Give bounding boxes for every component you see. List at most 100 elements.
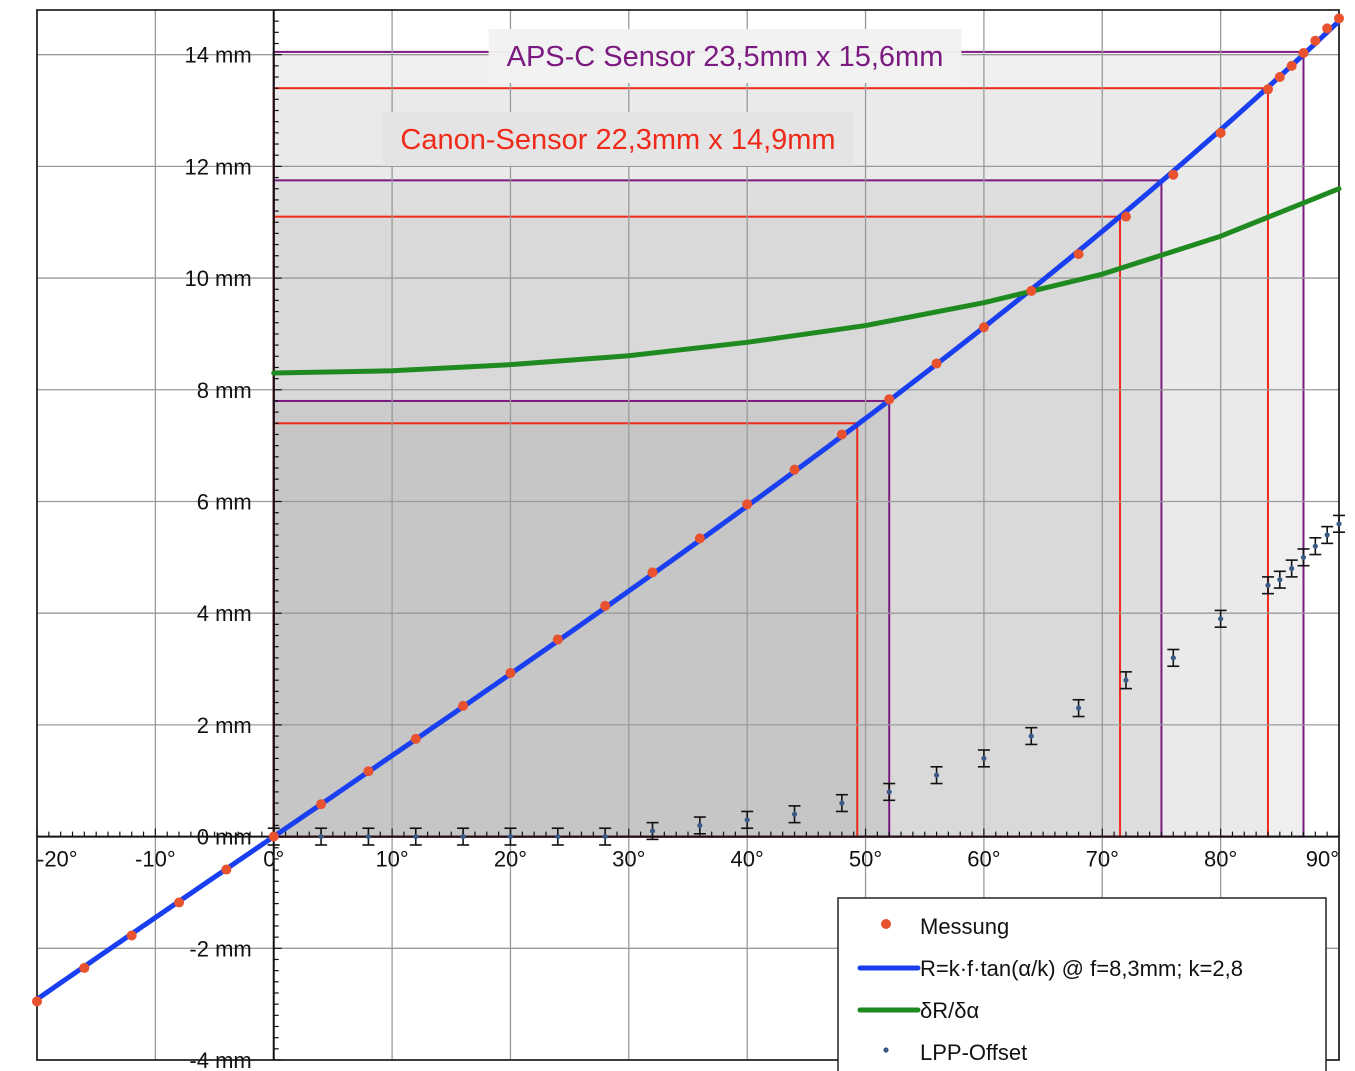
lpp-errorbar-10 [741,810,754,830]
messung-point-5 [268,831,279,842]
messung-point-22 [1073,249,1084,260]
messung-point-16 [789,464,800,475]
y-tick-label-4: 4 mm [197,601,252,626]
x-tick-label-2: 0° [263,847,284,872]
x-tick-label-6: 40° [731,847,764,872]
lpp-errorbar-20 [1214,609,1227,628]
lpp-point-5 [507,833,514,840]
lpp-point-22 [1277,577,1283,583]
series-derivative-line [271,186,1342,376]
lpp-point-19 [1170,655,1176,661]
lpp-point-15 [981,755,987,762]
lpp-point-8 [649,828,656,834]
lpp-point-17 [1076,705,1082,711]
legend-label-0: Messung [920,914,1009,939]
x-tick-label-4: 20° [494,847,527,872]
sensor-banner-bg-1 [382,112,854,166]
y-tick-label-8: 12 mm [184,154,251,179]
messung-point-8 [410,733,421,744]
messung-point-12 [600,600,611,611]
lpp-errorbar-11 [788,805,801,824]
messung-point-20 [978,322,989,333]
messung-point-30 [1310,35,1321,46]
lpp-errorbar-13 [883,782,896,802]
messung-point-31 [1322,23,1333,34]
messung-point-18 [884,394,895,405]
lpp-errorbar-4 [457,827,470,846]
legend-swatch-messung [881,919,891,929]
series [32,13,1345,1007]
x-tick-label-7: 50° [849,847,882,872]
messung-point-15 [742,499,753,510]
messung-point-23 [1120,211,1131,222]
lpp-errorbar-1 [315,827,328,846]
messung-point-14 [694,533,705,544]
lpp-errorbar-8 [646,821,659,841]
lpp-errorbar-3 [409,827,422,846]
lpp-errorbar-15 [977,749,990,768]
messung-point-13 [647,567,658,578]
lpp-errorbar-17 [1072,698,1085,718]
lpp-point-3 [413,833,419,840]
messung-point-3 [174,897,185,908]
messung-point-2 [126,930,137,941]
y-tick-label-2: 0 mm [197,825,252,850]
messung-point-19 [931,358,942,369]
sensor-boxes [272,50,1305,838]
messung-point-10 [505,667,516,678]
lpp-errorbar-21 [1261,576,1274,595]
sensor-banner-label-1: Canon-Sensor 22,3mm x 14,9mm [400,124,835,156]
y-tick-label-3: 2 mm [197,713,252,738]
lpp-point-27 [1336,521,1342,527]
messung-point-29 [1298,48,1309,59]
y-tick-label-1: -2 mm [189,936,251,961]
legend: Messung R=k·f·tan(α/k) @ f=8,3mm; k=2,8 δR… [837,897,1327,1071]
x-tick-label-0: -20° [37,847,78,872]
lpp-point-21 [1265,582,1271,588]
lpp-point-2 [365,833,372,840]
messung-point-11 [552,634,563,645]
sensor-banner-bg-0 [488,29,962,83]
messung-point-28 [1286,60,1297,71]
lpp-point-7 [602,833,608,840]
lpp-point-4 [460,833,466,840]
messung-point-6 [316,799,327,810]
messung-point-1 [79,962,90,973]
lpp-point-18 [1123,677,1129,683]
x-tick-label-8: 60° [967,847,1000,872]
lpp-errorbar-16 [1025,726,1038,746]
lpp-point-13 [886,789,892,795]
lpp-point-9 [697,822,703,829]
lpp-point-14 [933,772,940,778]
messung-point-0 [32,996,42,1007]
x-tick-label-11: 90° [1306,847,1339,872]
lpp-errorbar-2 [362,827,375,846]
lpp-point-16 [1028,733,1034,739]
lpp-errorbar-5 [504,827,517,846]
x-tick-label-1: -10° [135,847,176,872]
messung-point-24 [1168,169,1179,180]
lpp-point-1 [318,833,324,840]
legend-swatch-lpp [883,1047,889,1053]
lpp-errorbar-24 [1297,548,1310,567]
lpp-errorbar-27 [1333,514,1345,534]
legend-label-1: R=k·f·tan(α/k) @ f=8,3mm; k=2,8 [920,956,1243,981]
messung-point-17 [836,429,847,440]
x-tick-label-5: 30° [612,847,645,872]
lpp-point-11 [791,811,798,817]
lpp-errorbar-14 [930,765,943,785]
messung-point-26 [1262,84,1273,95]
x-tick-label-10: 80° [1204,847,1237,872]
lpp-errorbar-9 [693,816,706,835]
lpp-point-24 [1300,554,1307,560]
legend-label-3: LPP-Offset [920,1040,1027,1065]
lpp-errorbar-18 [1119,671,1132,690]
legend-label-2: δR/δα [920,998,979,1023]
lpp-errorbar-22 [1273,570,1286,589]
lpp-point-12 [839,800,845,806]
lpp-errorbar-12 [835,793,848,813]
axes: -20° -10° 0° 10° 20° 30° 40° 50° 60° 70° 80° 90° -4 … [36,9,1340,1071]
messung-point-21 [1026,285,1037,296]
messung-point-4 [221,864,232,875]
